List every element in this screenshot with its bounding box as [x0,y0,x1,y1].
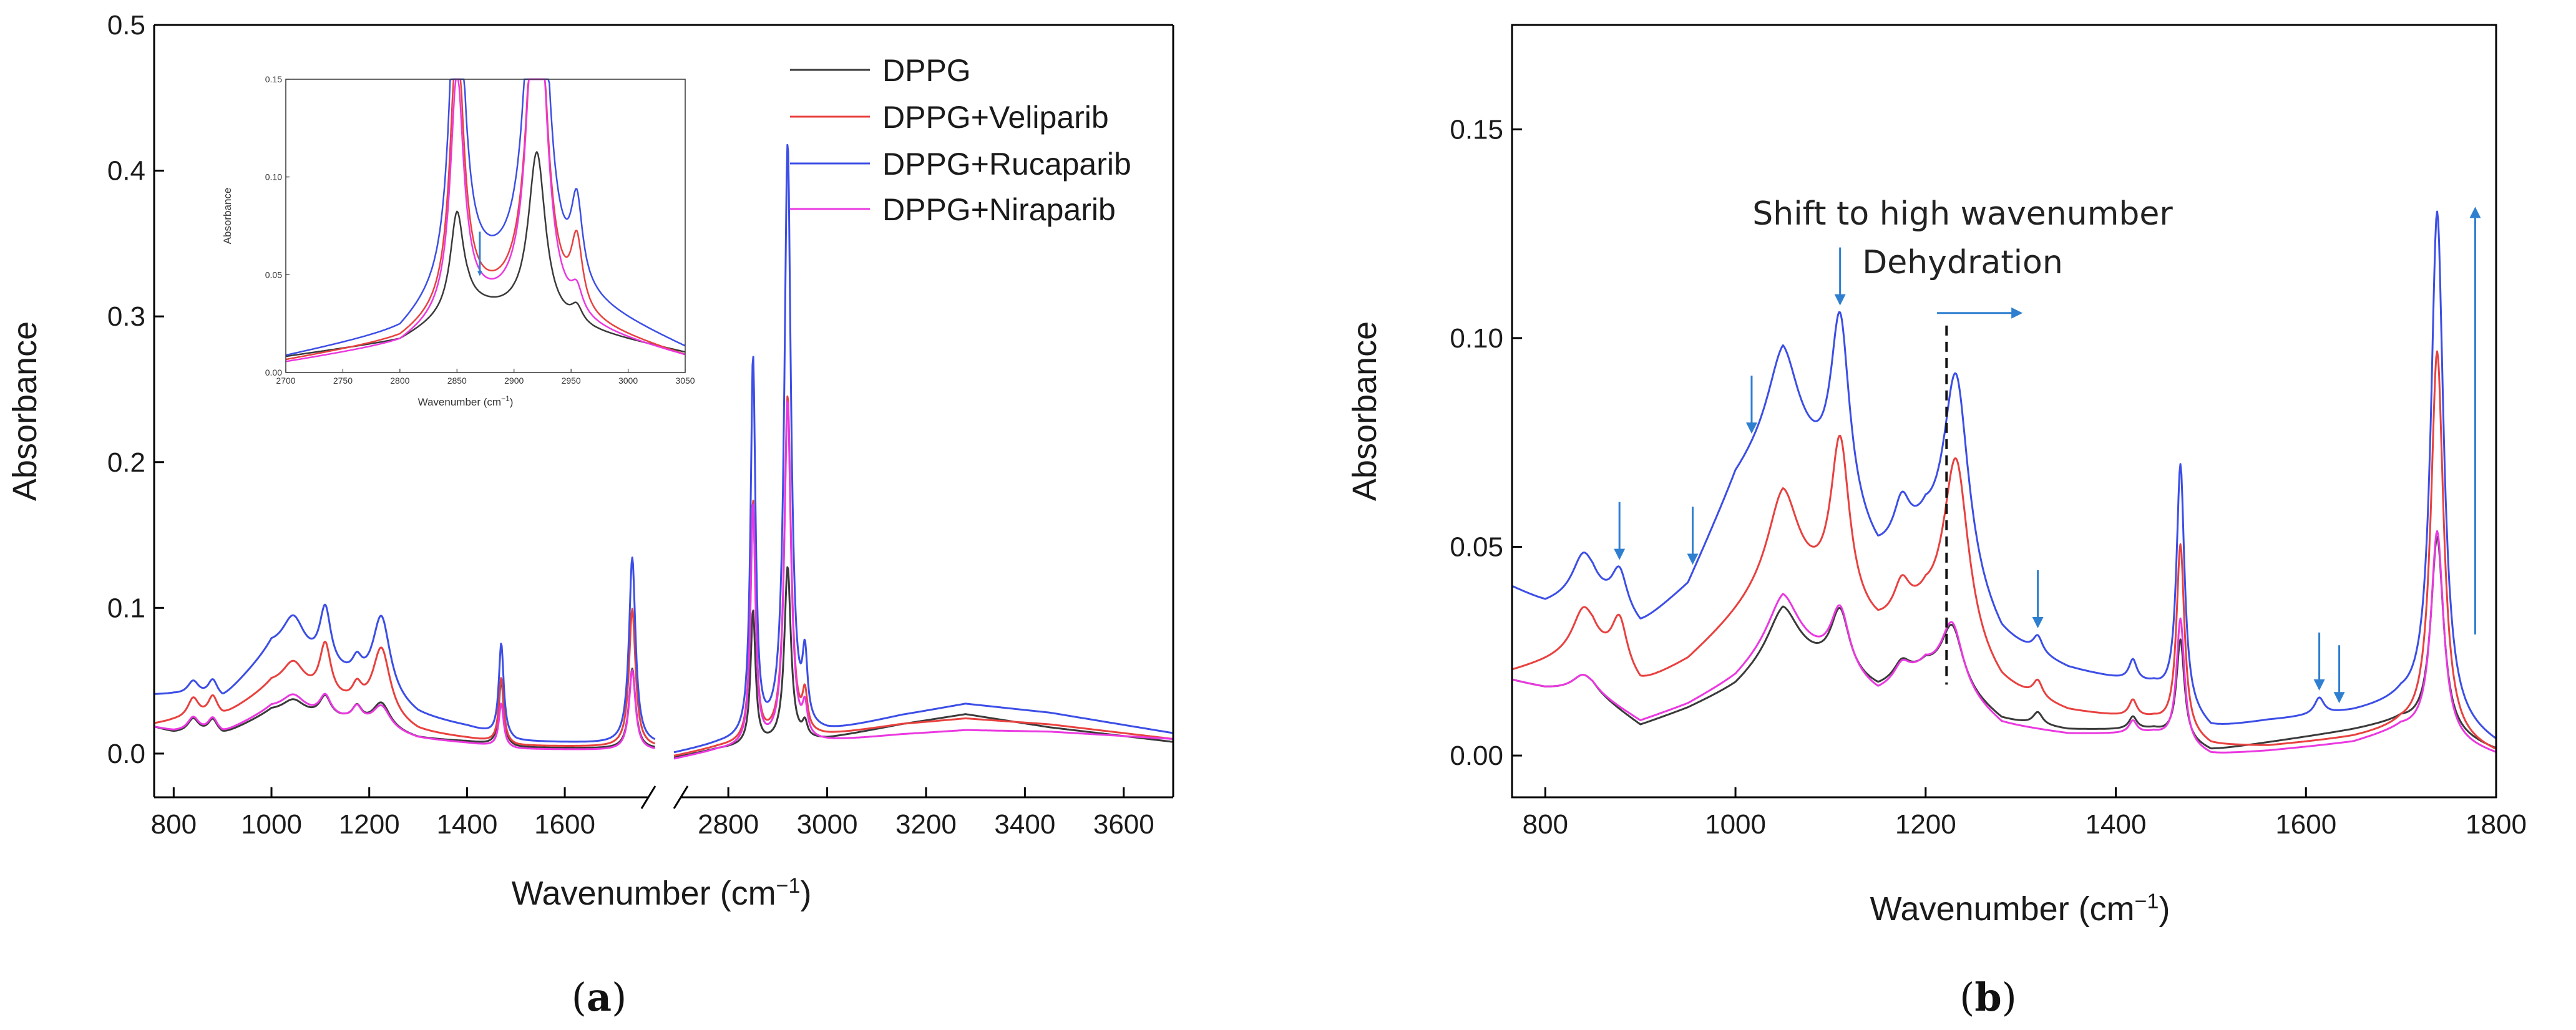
ytick-label: 0.2 [107,447,145,478]
inset-ytick-label: 0.15 [265,74,282,84]
inset-xtick-label: 2700 [276,376,295,386]
series-line-dppg-rucaparib-seg2 [673,143,1173,754]
xtick-label: 2800 [698,809,759,840]
ytick-label: 0.4 [107,156,145,187]
panel-a-inset: 2700 2750 2800 2850 2900 2950 3000 3050 0.00 0.05… [222,74,695,408]
ytick-label: 0.1 [107,593,145,623]
ytick-label: 0.00 [1450,741,1503,771]
xtick-label: 1800 [2466,809,2527,840]
series-line-b-dppg-niraparib [1511,530,2497,754]
series-line-dppg-niraparib-seg1 [154,669,655,751]
panel-a-label: (a) [572,974,627,1020]
panel-a-ticks: 0.0 0.1 0.2 0.3 0.4 0.5 800 1000 1200 1400 1600 280… [107,10,1154,840]
legend-label-rucaparib: DPPG+Rucaparib [882,147,1131,182]
inset-ylabel: Absorbance [222,188,233,245]
ytick-label: 0.0 [107,739,145,769]
inset-xtick-label: 3050 [675,376,695,386]
inset-ytick-label: 0.00 [265,367,282,377]
series-line-dppg-seg2 [673,566,1173,759]
xtick-label: 3000 [797,809,858,840]
xtick-label: 3200 [895,809,957,840]
xtick-label: 1400 [436,809,497,840]
inset-series-line-dppg-rucaparib [285,78,686,356]
xtick-label: 3400 [994,809,1055,840]
series-line-dppg-seg1 [154,668,655,749]
ytick-label: 0.15 [1450,114,1503,145]
panel-b-xlabel: Wavenumber (cm−1) [1870,890,2170,928]
legend-label-dppg: DPPG [882,53,971,88]
inset-ticks: 2700 2750 2800 2850 2900 2950 3000 3050 0.00 0.05… [265,74,695,386]
panel-b-ticks: 0.00 0.05 0.10 0.15 800 1000 1200 1400 1600 1800 [1450,114,2527,840]
xtick-label: 800 [151,809,197,840]
inset-series-line-dppg-veliparib [285,78,686,361]
panel-a: 0.0 0.1 0.2 0.3 0.4 0.5 800 1000 1200 1400 1600 280… [6,10,1174,1020]
inset-frame [285,79,686,373]
panel-a-ylabel: Absorbance [6,321,44,501]
inset-xtick-label: 2950 [562,376,581,386]
series-line-b-dppg-rucaparib [1511,210,2497,739]
series-line-dppg-veliparib-seg1 [154,608,656,747]
ytick-label: 0.5 [107,10,145,41]
inset-series-line-dppg-niraparib [285,78,686,362]
panel-a-frame [153,24,1174,809]
axis-break-mark-1 [640,785,656,809]
ytick-label: 0.3 [107,301,145,332]
inset-ytick-label: 0.05 [265,270,282,279]
xtick-label: 1600 [534,809,595,840]
panel-b-annotations [1614,206,2481,704]
xtick-label: 1000 [241,809,302,840]
panel-b-label: (b) [1959,974,2017,1020]
xtick-label: 1600 [2275,809,2336,840]
panel-b-ylabel: Absorbance [1346,321,1383,501]
inset-ytick-label: 0.10 [265,172,282,182]
annotation-dehydration-text: Dehydration [1862,244,2063,281]
axis-break-mark-2 [673,785,689,809]
xtick-label: 1000 [1705,809,1766,840]
series-line-dppg-rucaparib-seg1 [154,556,656,743]
inset-lines [285,78,686,372]
inset-xlabel: Wavenumber (cm−1) [418,394,514,408]
series-line-b-dppg [1511,536,2497,750]
ytick-label: 0.10 [1450,323,1503,354]
series-line-b-dppg-veliparib [1511,350,2497,750]
xtick-label: 1200 [339,809,400,840]
legend-label-niraparib: DPPG+Niraparib [882,192,1116,227]
xtick-label: 1400 [2086,809,2147,840]
xtick-label: 800 [1523,809,1568,840]
inset-xtick-label: 2750 [333,376,353,386]
panel-a-lines [154,143,1173,760]
legend-label-veliparib: DPPG+Veliparib [882,100,1109,135]
xtick-label: 3600 [1093,809,1154,840]
inset-xtick-label: 2850 [447,376,467,386]
panel-a-legend: DPPG DPPG+Veliparib DPPG+Rucaparib DPPG+… [790,53,1131,227]
inset-xtick-label: 3000 [618,376,638,386]
annotation-shift-text: Shift to high wavenumber [1752,195,2173,233]
panel-a-xlabel: Wavenumber (cm−1) [512,874,812,912]
xtick-label: 1200 [1895,809,1956,840]
inset-background [286,79,685,372]
panel-b-lines [1511,210,2497,754]
panel-b-frame-rect [1511,24,2497,799]
series-line-dppg-niraparib-seg2 [673,400,1173,760]
inset-xtick-label: 2900 [504,376,524,386]
inset-border [285,79,686,373]
panel-b-frame [1511,24,2497,799]
inset-xtick-label: 2800 [390,376,409,386]
ytick-label: 0.05 [1450,532,1503,562]
